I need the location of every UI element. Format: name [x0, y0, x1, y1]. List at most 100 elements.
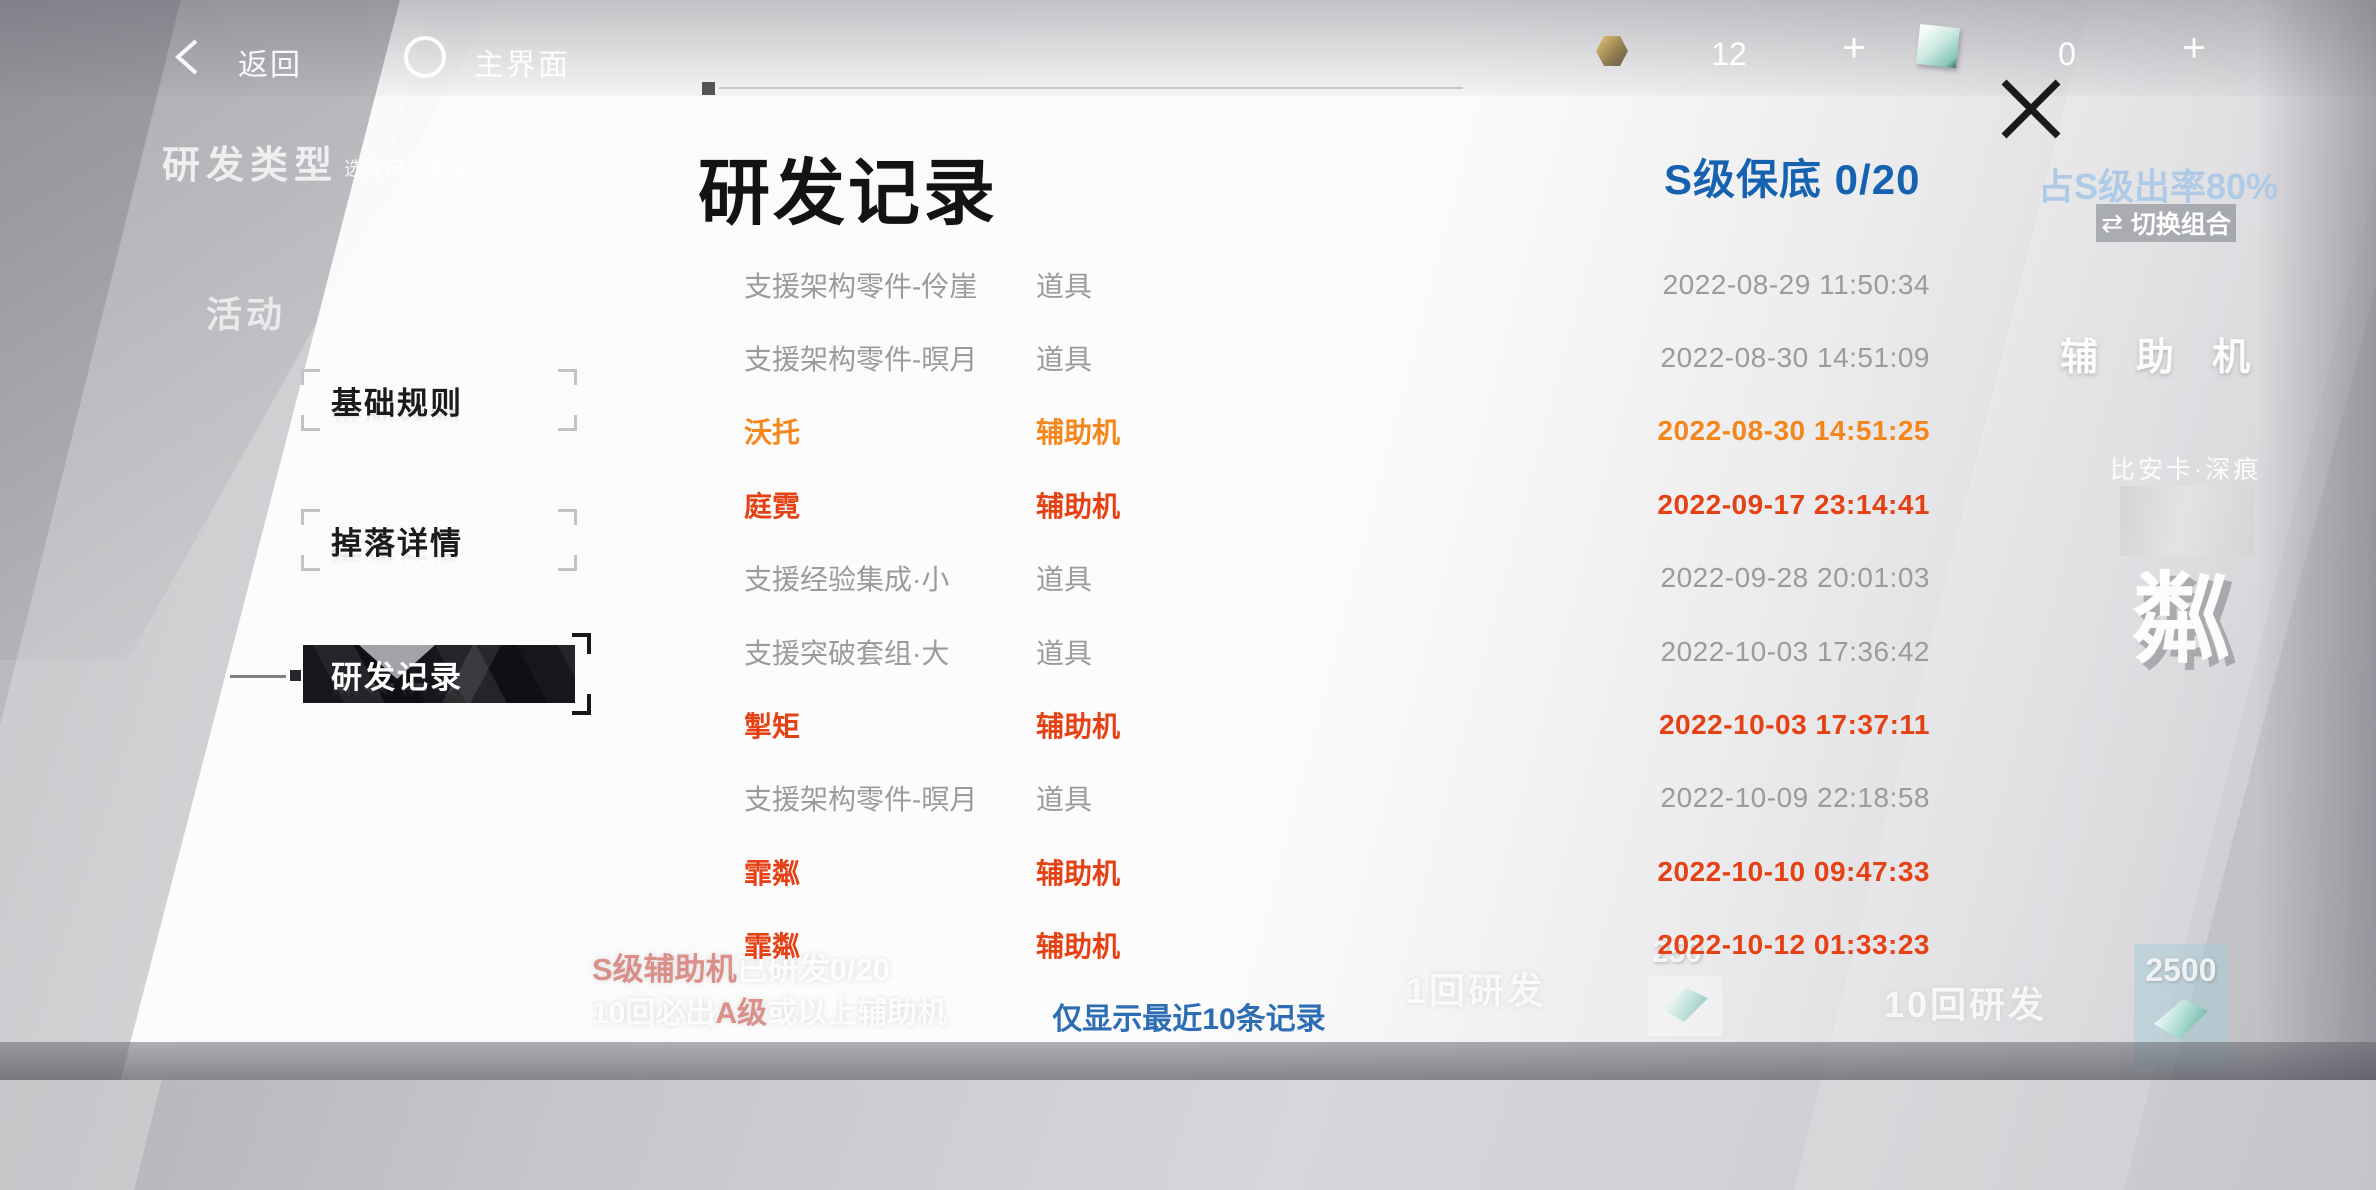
page-title: 研发记录 — [698, 154, 999, 234]
corner-bracket — [558, 369, 577, 385]
record-timestamp: 2022-10-09 22:18:58 — [1660, 782, 1930, 814]
record-name: 掣矩 — [744, 711, 801, 743]
back-button-label[interactable]: 返回 — [238, 49, 302, 82]
corner-bracket — [558, 509, 577, 525]
bg-unit-name: 比安卡·深痕 — [2110, 456, 2262, 484]
research-ticket-icon — [2154, 999, 2208, 1039]
record-name: 庭霓 — [744, 490, 801, 522]
selected-item-connector — [230, 675, 286, 678]
record-row: 沃托 辅助机 2022-08-30 14:51:25 — [744, 395, 1930, 468]
record-name: 霏粼 — [744, 857, 801, 889]
record-type: 辅助机 — [1036, 490, 1121, 522]
record-type: 辅助机 — [1036, 417, 1121, 449]
close-icon — [2001, 79, 2061, 139]
swap-arrows-icon: ⇄ — [2101, 207, 2123, 238]
camo-pattern — [359, 645, 435, 679]
record-row: 支援架构零件-伶崖 道具 2022-08-29 11:50:34 — [744, 248, 1930, 321]
bg-activity-tab: 活动 — [206, 294, 287, 335]
ten-pull-button[interactable]: 10回研发 — [1884, 984, 2048, 1025]
paint-card-currency-icon — [1916, 24, 1960, 68]
record-row: 支援架构零件-暝月 道具 2022-08-30 14:51:09 — [744, 321, 1930, 394]
bg-rule-post: 或以上辅助机 — [767, 997, 948, 1030]
record-timestamp: 2022-09-28 20:01:03 — [1660, 562, 1930, 594]
top-bar-shade — [0, 0, 2376, 96]
menu-item-label: 掉落详情 — [331, 525, 463, 561]
one-pull-cost-tile — [1648, 976, 1722, 1036]
switch-combo-button[interactable]: ⇄ 切换组合 — [2096, 204, 2236, 242]
record-type: 辅助机 — [1036, 711, 1121, 743]
records-footer-note: 仅显示最近10条记录 — [1052, 1003, 1326, 1036]
menu-item-label: 基础规则 — [331, 385, 463, 421]
record-timestamp: 2022-08-29 11:50:34 — [1662, 268, 1930, 300]
close-button[interactable] — [1998, 76, 2064, 142]
currency1-value: 12 — [1711, 36, 1747, 72]
rule-square-marker — [702, 82, 715, 95]
record-name: 支援架构零件-暝月 — [744, 344, 978, 376]
record-row: 支援架构零件-暝月 道具 2022-10-09 22:18:58 — [744, 762, 1930, 835]
record-name: 支援突破套组·大 — [744, 637, 950, 669]
corner-bracket — [558, 555, 577, 571]
bg-rule-red-part: A级 — [715, 997, 768, 1030]
record-type: 道具 — [1036, 270, 1093, 302]
s-rank-pity-counter: S级保底 0/20 — [1664, 156, 1921, 203]
record-row: 掣矩 辅助机 2022-10-03 17:37:11 — [744, 688, 1930, 761]
corner-bracket — [301, 369, 320, 385]
record-timestamp: 2022-10-03 17:37:11 — [1658, 709, 1930, 741]
bg-pity-counter: S级辅助机已研发0/20 — [592, 944, 890, 989]
corner-bracket — [301, 509, 320, 525]
menu-item-drop-details[interactable]: 掉落详情 — [301, 509, 577, 571]
research-record-screen: { "topbar": { "back_label": "返回", "home_… — [0, 0, 2376, 1080]
record-timestamp: 2022-09-17 23:14:41 — [1657, 488, 1930, 520]
home-button-label[interactable]: 主界面 — [474, 49, 570, 82]
bg-pity-rest: 已研发0/20 — [736, 952, 891, 987]
record-name: 支援架构零件-暝月 — [744, 784, 978, 816]
s-rank-rate-label: 占S级出率80% — [2038, 166, 2279, 207]
menu-item-basic-rules[interactable]: 基础规则 — [301, 369, 577, 431]
right-edge-shade — [2256, 0, 2376, 1080]
bg-aux-machine-label: 辅助机 — [2060, 337, 2289, 379]
one-pull-button[interactable]: 1回研发 — [1406, 970, 1547, 1011]
corner-bracket — [301, 555, 320, 571]
record-type: 道具 — [1036, 344, 1093, 376]
ten-pull-cost: 2500 — [2145, 952, 2217, 988]
record-type: 辅助机 — [1036, 857, 1121, 889]
currency2-add-button[interactable]: + — [2182, 26, 2206, 70]
bg-rule-pre: 10回必出 — [592, 997, 716, 1030]
back-button[interactable] — [172, 38, 202, 81]
records-list: 支援架构零件-伶崖 道具 2022-08-29 11:50:34 支援架构零件-… — [744, 248, 1930, 982]
record-name: 霏粼 — [744, 931, 801, 963]
selected-item-marker — [290, 670, 301, 681]
record-name: 沃托 — [744, 417, 801, 449]
record-timestamp: 2022-08-30 14:51:25 — [1657, 415, 1930, 447]
record-timestamp: 2022-10-12 01:33:23 — [1657, 929, 1930, 961]
record-timestamp: 2022-10-10 09:47:33 — [1657, 855, 1930, 887]
record-name: 支援架构零件-伶崖 — [744, 270, 978, 302]
bg-pity-rule: 10回必出A级或以上辅助机 — [592, 988, 947, 1032]
bg-pity-red-part: S级辅助机 — [592, 952, 737, 987]
menu-item-research-record[interactable]: 研发记录 — [303, 633, 591, 715]
record-type: 道具 — [1036, 564, 1093, 596]
corner-bracket — [558, 415, 577, 431]
home-circle-icon[interactable] — [404, 36, 446, 78]
menu-item-label: 研发记录 — [331, 659, 463, 695]
chevron-left-icon — [174, 39, 198, 75]
bg-dev-type-label: 研发类型 — [162, 145, 339, 187]
record-timestamp: 2022-10-03 17:36:42 — [1660, 635, 1930, 667]
record-row: 支援经验集成·小 道具 2022-09-28 20:01:03 — [744, 542, 1930, 615]
record-name: 支援经验集成·小 — [744, 564, 950, 596]
research-ticket-icon — [1662, 988, 1708, 1022]
record-type: 辅助机 — [1036, 931, 1121, 963]
one-pull-cost: 250 — [1652, 936, 1703, 969]
corner-bracket — [301, 415, 320, 431]
record-row: 支援突破套组·大 道具 2022-10-03 17:36:42 — [744, 615, 1930, 688]
record-row: 庭霓 辅助机 2022-09-17 23:14:41 — [744, 468, 1930, 541]
bg-unit-glyph: 粼 — [2132, 564, 2231, 674]
record-type: 道具 — [1036, 637, 1093, 669]
corner-bracket — [572, 633, 591, 654]
corner-bracket — [572, 694, 591, 715]
hex-badge-currency-icon — [1596, 36, 1628, 66]
rule-line — [719, 87, 1463, 89]
bottom-strip — [0, 1042, 2376, 1080]
currency2-value: 0 — [2058, 36, 2076, 72]
currency1-add-button[interactable]: + — [1842, 26, 1866, 70]
